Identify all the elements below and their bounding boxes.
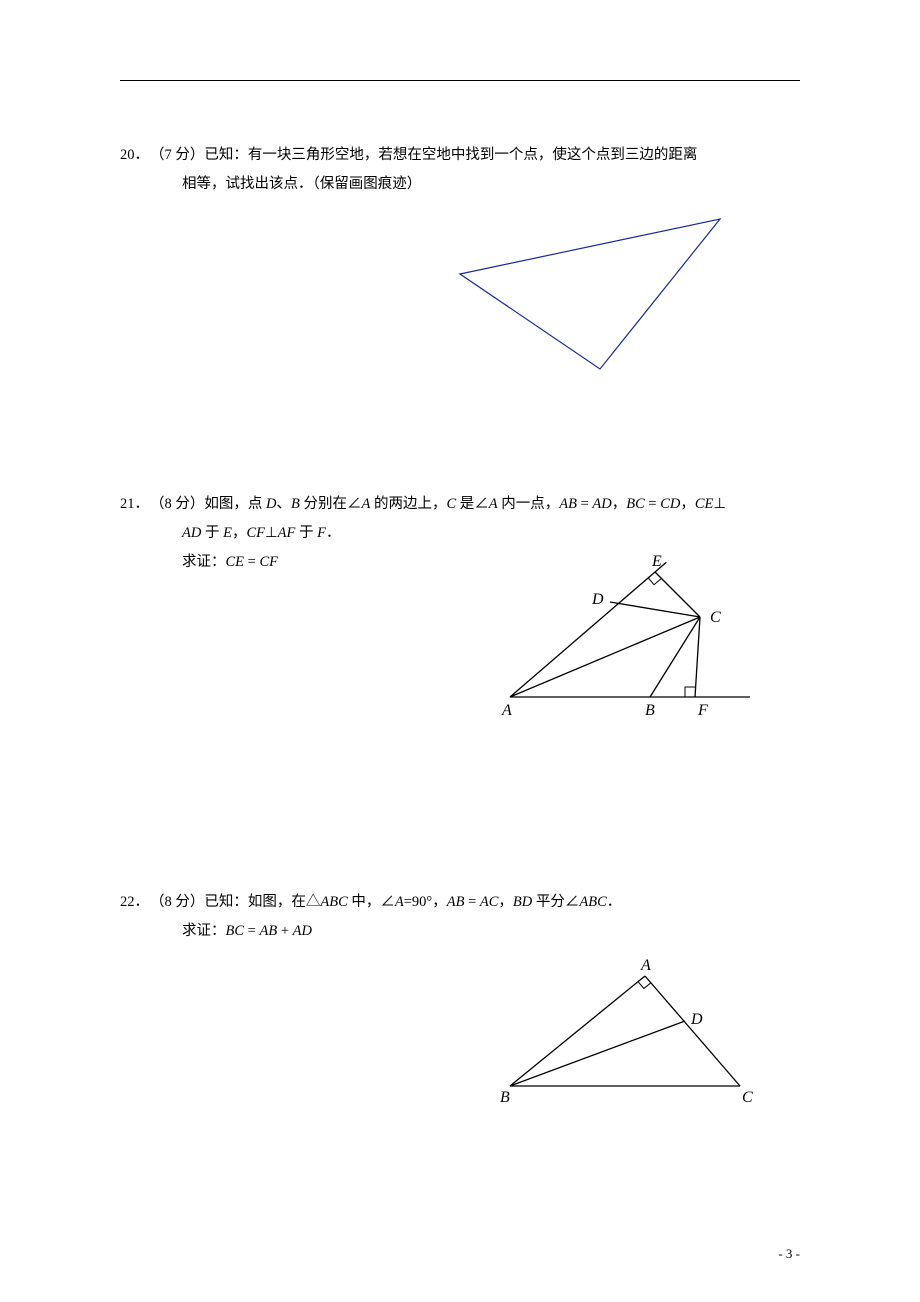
problem-20-points: （7 分）: [150, 147, 204, 163]
problem-22-line1: 22．（8 分）已知：如图，在△ABC 中，∠A=90°，AB = AC，BD …: [120, 888, 800, 917]
problem-21-line1: 21．（8 分）如图，点 D、B 分别在∠A 的两边上，C 是∠A 内一点，AB…: [120, 490, 800, 519]
svg-text:A: A: [640, 957, 651, 974]
svg-text:F: F: [697, 702, 708, 717]
problem-22-line2: 求证：BC = AB + AD: [120, 917, 800, 946]
problem-21-points: （8 分）: [150, 496, 204, 512]
problem-21-line2: AD 于 E，CF⊥AF 于 F．: [120, 519, 800, 548]
header-rule: [120, 80, 800, 81]
problem-21-text1: 如图，点 D、B 分别在∠A 的两边上，C 是∠A 内一点，AB = AD，BC…: [204, 496, 726, 512]
geometry-21-figure: A B F C D E: [490, 547, 770, 717]
problem-22-figure: A B C D: [490, 956, 800, 1117]
problem-20-figure: [440, 209, 800, 390]
svg-text:E: E: [651, 553, 662, 570]
problem-20-number: 20．: [120, 141, 150, 170]
problem-22-number: 22．: [120, 888, 150, 917]
problem-21-number: 21．: [120, 490, 150, 519]
triangle-figure: [440, 209, 730, 379]
svg-text:C: C: [710, 609, 721, 626]
page-footer: - 3 -: [778, 1246, 800, 1262]
page-content: 20．（7 分）已知：有一块三角形空地，若想在空地中找到一个点，使这个点到三边的…: [120, 80, 800, 1157]
problem-20-line2: 相等，试找出该点．（保留画图痕迹）: [120, 170, 800, 199]
geometry-22-figure: A B C D: [490, 956, 760, 1106]
problem-20-text1: 已知：有一块三角形空地，若想在空地中找到一个点，使这个点到三边的距离: [204, 147, 697, 163]
svg-text:A: A: [501, 702, 512, 717]
problem-21-figure: A B F C D E: [490, 547, 800, 728]
problem-21: 21．（8 分）如图，点 D、B 分别在∠A 的两边上，C 是∠A 内一点，AB…: [120, 490, 800, 728]
svg-text:C: C: [742, 1089, 753, 1106]
svg-text:D: D: [690, 1011, 703, 1028]
problem-22: 22．（8 分）已知：如图，在△ABC 中，∠A=90°，AB = AC，BD …: [120, 888, 800, 1117]
svg-text:B: B: [645, 702, 655, 717]
problem-20: 20．（7 分）已知：有一块三角形空地，若想在空地中找到一个点，使这个点到三边的…: [120, 141, 800, 390]
svg-text:D: D: [591, 591, 604, 608]
problem-22-text1: 已知：如图，在△ABC 中，∠A=90°，AB = AC，BD 平分∠ABC．: [204, 894, 621, 910]
problem-22-points: （8 分）: [150, 894, 204, 910]
problem-20-line1: 20．（7 分）已知：有一块三角形空地，若想在空地中找到一个点，使这个点到三边的…: [120, 141, 800, 170]
svg-text:B: B: [500, 1089, 510, 1106]
